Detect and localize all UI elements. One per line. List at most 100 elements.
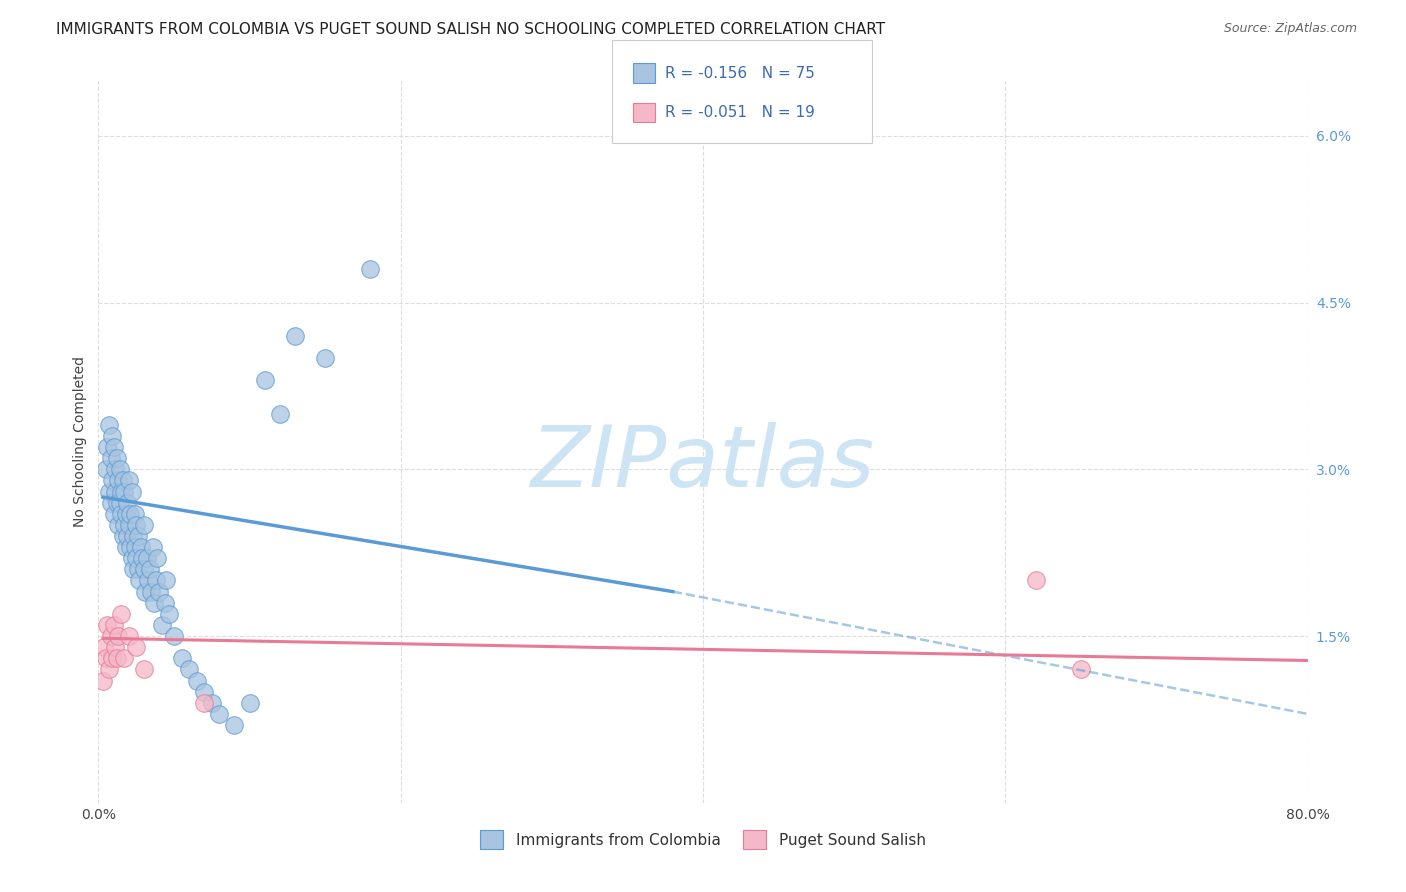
Point (122, 562, 145, 576)
Point (100, 451, 122, 466)
Point (118, 517, 141, 532)
Point (239, 696, 262, 710)
Point (132, 562, 155, 576)
Point (101, 651, 124, 665)
Point (105, 651, 128, 665)
Point (125, 517, 148, 532)
Point (98, 484, 121, 499)
Point (120, 507, 142, 521)
Y-axis label: No Schooling Completed: No Schooling Completed (73, 356, 87, 527)
Point (124, 540, 146, 554)
Point (104, 640, 127, 655)
Point (94, 651, 117, 665)
Point (145, 574, 167, 588)
Text: IMMIGRANTS FROM COLOMBIA VS PUGET SOUND SALISH NO SCHOOLING COMPLETED CORRELATIO: IMMIGRANTS FROM COLOMBIA VS PUGET SOUND … (56, 22, 886, 37)
Point (110, 507, 132, 521)
Point (253, 373, 276, 387)
Point (115, 529, 138, 543)
Point (121, 484, 143, 499)
Point (139, 562, 162, 576)
Point (163, 629, 186, 643)
Point (1024, 574, 1046, 588)
Point (112, 517, 135, 532)
Point (1070, 662, 1092, 676)
Point (98, 417, 121, 432)
Point (101, 474, 124, 488)
Point (314, 351, 336, 366)
Point (125, 551, 148, 566)
Point (186, 673, 208, 688)
Point (108, 462, 131, 476)
Point (127, 529, 149, 543)
Point (108, 496, 131, 510)
Point (150, 618, 173, 632)
Point (110, 607, 132, 621)
Point (132, 662, 155, 676)
Point (114, 540, 136, 554)
Point (131, 551, 153, 566)
Point (91, 673, 114, 688)
Point (111, 474, 134, 488)
Point (224, 718, 246, 732)
Point (120, 540, 142, 554)
Point (284, 329, 307, 343)
Point (104, 484, 127, 499)
Point (136, 574, 159, 588)
Point (148, 584, 170, 599)
Point (159, 607, 181, 621)
Point (360, 262, 382, 277)
Point (143, 596, 166, 610)
Legend: Immigrants from Colombia, Puget Sound Salish: Immigrants from Colombia, Puget Sound Sa… (472, 822, 934, 856)
Point (127, 562, 149, 576)
Point (125, 640, 148, 655)
Point (100, 629, 122, 643)
Point (132, 517, 155, 532)
Point (93, 640, 115, 655)
Point (142, 540, 165, 554)
Point (107, 629, 129, 643)
Point (112, 651, 135, 665)
Point (155, 574, 177, 588)
Point (107, 474, 129, 488)
Point (114, 507, 136, 521)
Point (141, 584, 163, 599)
Point (112, 484, 135, 499)
Point (170, 651, 193, 665)
Text: ZIPatlas: ZIPatlas (531, 422, 875, 505)
Point (96, 440, 118, 454)
Point (134, 584, 156, 599)
Point (118, 629, 141, 643)
Point (129, 540, 152, 554)
Point (269, 407, 291, 421)
Point (111, 529, 134, 543)
Point (101, 429, 124, 443)
Point (104, 462, 127, 476)
Point (193, 684, 215, 698)
Point (122, 529, 145, 543)
Point (135, 551, 157, 566)
Point (110, 484, 132, 499)
Point (100, 496, 122, 510)
Point (201, 696, 224, 710)
Point (103, 507, 125, 521)
Point (153, 596, 176, 610)
Point (103, 440, 125, 454)
Point (103, 618, 125, 632)
Point (115, 496, 138, 510)
Point (128, 574, 150, 588)
Point (105, 496, 128, 510)
Point (121, 551, 143, 566)
Point (146, 551, 169, 566)
Point (193, 696, 215, 710)
Point (96, 618, 118, 632)
Point (105, 451, 128, 466)
Point (179, 662, 201, 676)
Point (98, 662, 121, 676)
Point (107, 517, 129, 532)
Point (118, 474, 141, 488)
Text: R = -0.051   N = 19: R = -0.051 N = 19 (665, 105, 815, 120)
Text: R = -0.156   N = 75: R = -0.156 N = 75 (665, 66, 815, 80)
Point (208, 706, 231, 721)
Point (94, 462, 117, 476)
Point (124, 507, 146, 521)
